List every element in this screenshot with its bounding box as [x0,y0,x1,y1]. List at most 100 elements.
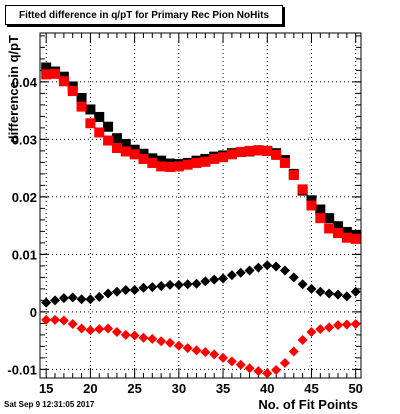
data-point-diamond [218,273,229,284]
data-point-diamond [200,276,211,287]
plot-frame [39,32,362,379]
data-point-diamond [209,349,220,360]
data-point-diamond [164,279,175,290]
data-point-diamond [218,352,229,363]
data-point-square [253,145,264,156]
data-point-square [94,127,105,138]
data-point-diamond [262,368,273,379]
x-axis-label: No. of Fit Points [258,397,358,412]
data-point-diamond [67,292,78,303]
x-tick-label: 45 [304,381,318,396]
data-point-diamond [297,335,308,346]
data-point-diamond [103,323,114,334]
data-point-square [244,145,255,156]
data-point-diamond [306,327,317,337]
data-point-square [306,195,317,206]
data-point-diamond [164,337,175,348]
data-point-diamond [76,294,87,305]
series-0 [41,62,361,240]
data-point-diamond [156,336,167,347]
data-point-square [173,161,184,172]
data-point-diamond [279,358,290,369]
data-point-diamond [147,333,158,344]
data-point-diamond [103,288,114,299]
data-point-square [324,213,335,224]
data-point-diamond [306,283,317,294]
data-point-square [156,155,167,166]
data-point-square [235,147,246,158]
grid-lines [40,33,361,378]
data-point-square [41,62,52,73]
data-point-square [129,149,140,160]
y-tick-label: 0.02 [12,190,37,205]
data-point-square [306,200,317,211]
timestamp: Sat Sep 9 12:31:05 2017 [4,400,95,409]
data-point-diamond [341,319,352,330]
data-point-diamond [94,291,105,302]
data-point-diamond [76,323,87,334]
data-point-diamond [297,279,308,290]
data-point-diamond [350,318,361,329]
data-point-diamond [350,286,361,297]
data-point-diamond [147,282,158,293]
data-point-square [103,135,114,146]
data-point-square [315,213,326,224]
data-point-square [279,157,290,168]
series-2 [41,260,361,308]
chart-title-box: Fitted difference in q/pT for Primary Re… [5,5,283,25]
data-point-diamond [226,356,237,367]
y-tick-label: 0.04 [12,75,38,90]
data-point-diamond [138,282,149,293]
data-point-square [50,68,61,79]
data-point-diamond [111,286,122,297]
data-point-square [218,152,229,163]
series-3 [41,314,361,379]
data-point-square [85,118,96,129]
data-point-square [271,149,282,160]
data-point-square [76,92,87,103]
data-point-diamond [253,366,264,377]
data-point-diamond [50,314,61,325]
x-tick-label: 35 [216,381,230,396]
data-point-square [333,228,344,239]
x-tick-label: 25 [127,381,141,396]
x-tick-label: 20 [83,381,97,396]
data-point-diamond [324,288,335,299]
data-point-diamond [262,260,273,271]
data-point-square [156,161,167,172]
data-point-square [138,148,149,159]
data-point-diamond [226,270,237,281]
data-point-diamond [315,324,326,335]
data-point-diamond [129,285,140,296]
data-point-diamond [173,340,184,351]
data-point-square [67,86,78,97]
data-point-diamond [315,286,326,297]
data-point-diamond [341,291,352,302]
data-point-diamond [200,347,211,358]
data-point-square [94,111,105,122]
data-point-diamond [138,332,149,343]
data-point-diamond [244,363,255,374]
data-point-diamond [235,267,246,278]
data-point-square [111,143,122,153]
data-point-diamond [324,322,335,333]
data-point-square [111,133,122,144]
data-point-square [209,153,220,164]
data-point-square [200,156,211,167]
data-point-square [85,104,96,115]
data-point-square [120,146,131,157]
data-point-diamond [191,345,202,356]
data-point-diamond [156,281,167,291]
chart-title: Fitted difference in q/pT for Primary Re… [18,9,270,21]
data-point-diamond [120,285,131,296]
data-point-diamond [58,293,69,304]
y-tick-label: 0 [30,305,37,320]
data-point-square [226,149,237,160]
x-tick-label: 15 [39,381,53,396]
data-point-diamond [41,314,52,325]
data-point-square [350,233,361,244]
data-point-diamond [67,318,78,329]
data-point-diamond [235,359,246,370]
data-point-square [341,226,352,237]
data-point-diamond [279,265,290,276]
